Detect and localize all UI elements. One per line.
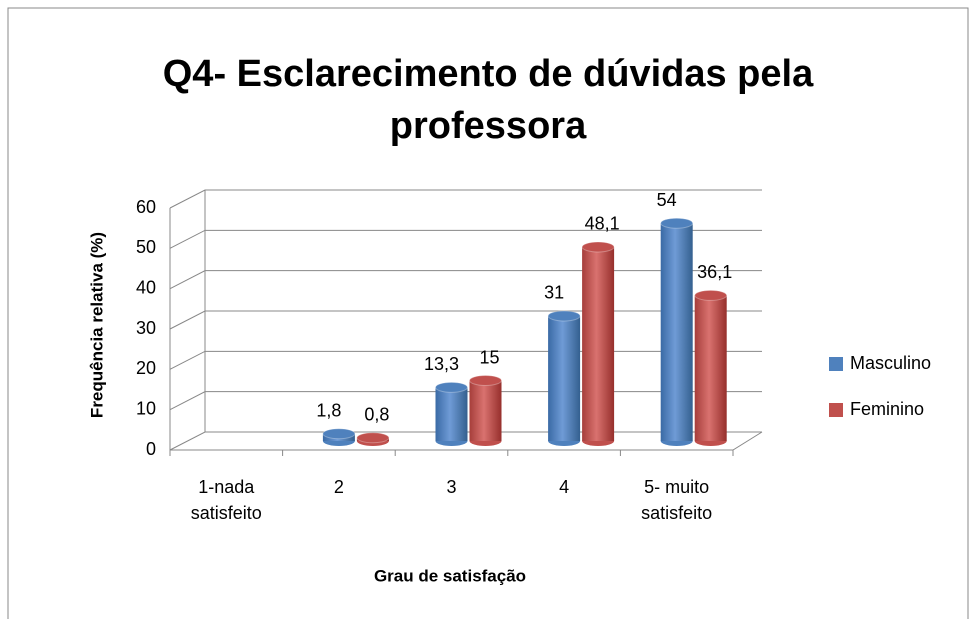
y-tick-label: 0	[146, 439, 156, 459]
x-tick-label: 4	[559, 477, 570, 497]
data-label: 48,1	[585, 214, 620, 234]
grid-line	[169, 229, 762, 249]
legend-swatch	[829, 403, 843, 417]
chart-border	[7, 7, 969, 619]
bar-top	[469, 375, 502, 386]
data-label: 1,8	[316, 400, 341, 420]
legend-swatch	[829, 357, 843, 371]
y-tick-label: 20	[136, 358, 156, 378]
chart-title: Q4- Esclarecimento de dúvidas pela profe…	[162, 53, 814, 147]
data-label: 13,3	[424, 354, 459, 374]
data-label: 31	[544, 283, 564, 303]
grid-line	[169, 189, 762, 209]
y-tick-label: 60	[136, 197, 156, 217]
bar-top	[660, 217, 694, 229]
y-tick-label: 40	[136, 277, 156, 297]
x-tick-label: 3	[446, 477, 457, 497]
y-axis-title: Frequência relativa (%)	[87, 232, 106, 418]
legend-label: Feminino	[850, 399, 924, 419]
bar	[660, 223, 693, 441]
bar	[435, 387, 468, 441]
bar-top	[356, 432, 390, 444]
bar-top	[435, 381, 468, 393]
bar-top	[322, 428, 356, 440]
grid-line	[169, 270, 762, 290]
grid-line	[169, 310, 762, 330]
x-axis-title: Grau de satisfação	[374, 566, 526, 585]
bar	[694, 295, 727, 441]
bar	[582, 246, 615, 441]
data-label: 0,8	[364, 405, 389, 425]
bar-top	[547, 310, 581, 322]
bar	[548, 315, 581, 441]
bar-top	[694, 289, 728, 301]
data-label: 15	[479, 347, 499, 367]
data-label: 54	[657, 190, 677, 210]
y-tick-label: 50	[136, 237, 156, 257]
y-tick-label: 30	[136, 318, 156, 338]
y-tick-label: 10	[136, 398, 156, 418]
x-tick-label: 2	[333, 477, 344, 497]
bar-top	[581, 241, 615, 253]
data-label: 36,1	[697, 262, 732, 282]
x-tick-label: 1-nada satisfeito	[190, 477, 262, 523]
bar	[469, 380, 502, 441]
x-tick-label: 5- muito satisfeito	[641, 477, 713, 523]
legend-label: Masculino	[850, 353, 931, 373]
